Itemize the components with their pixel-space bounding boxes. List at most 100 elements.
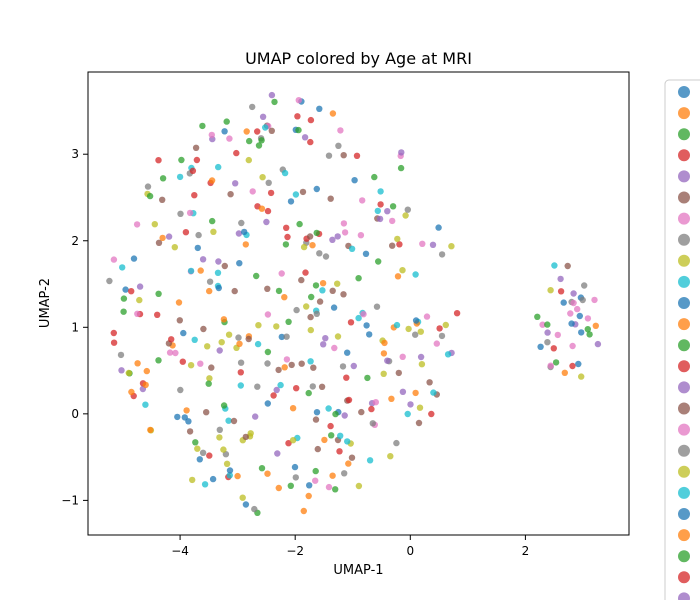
- data-point: [183, 407, 190, 414]
- data-point: [246, 137, 253, 145]
- data-point: [554, 331, 561, 339]
- data-point: [165, 233, 173, 240]
- data-point: [264, 311, 272, 318]
- data-point: [584, 326, 591, 333]
- data-point: [331, 344, 338, 352]
- data-point: [249, 103, 256, 111]
- data-point: [584, 315, 592, 322]
- data-point: [307, 138, 314, 146]
- data-point: [220, 402, 228, 409]
- data-point: [399, 353, 406, 360]
- scatter-points: [106, 91, 602, 516]
- data-point: [268, 127, 275, 134]
- data-point: [209, 217, 216, 225]
- data-point: [258, 205, 266, 212]
- data-point: [426, 379, 433, 386]
- legend-marker: [678, 149, 690, 162]
- data-point: [119, 264, 126, 271]
- data-point: [399, 267, 406, 274]
- data-point: [275, 484, 282, 492]
- data-point: [226, 135, 233, 142]
- data-point: [274, 450, 281, 457]
- data-point: [176, 317, 183, 324]
- legend-marker: [678, 275, 690, 288]
- data-point: [364, 374, 371, 382]
- data-point: [438, 251, 446, 258]
- data-point: [579, 296, 586, 304]
- data-point: [208, 131, 215, 139]
- data-point: [329, 287, 336, 294]
- data-point: [128, 388, 135, 396]
- data-point: [381, 339, 388, 347]
- data-point: [186, 209, 194, 217]
- data-point: [359, 197, 366, 204]
- legend: [664, 79, 700, 600]
- data-point: [273, 386, 280, 394]
- data-point: [568, 320, 575, 327]
- legend-marker: [678, 191, 690, 204]
- data-point: [384, 208, 391, 215]
- data-point: [144, 183, 152, 190]
- data-point: [334, 233, 341, 240]
- data-point: [239, 494, 246, 501]
- data-point: [208, 177, 216, 184]
- data-point: [177, 210, 184, 217]
- data-point: [334, 280, 341, 287]
- data-point: [199, 449, 207, 456]
- legend-marker: [678, 508, 690, 520]
- data-point: [136, 296, 143, 304]
- data-point: [343, 374, 350, 381]
- data-point: [313, 310, 320, 317]
- data-point: [340, 291, 347, 298]
- data-point: [321, 436, 328, 444]
- data-point: [436, 325, 443, 332]
- data-point: [341, 412, 348, 419]
- legend-marker: [678, 486, 690, 499]
- data-point: [192, 439, 199, 446]
- data-point: [322, 335, 329, 342]
- data-point: [363, 322, 370, 329]
- data-point: [570, 299, 577, 307]
- data-point: [570, 290, 577, 297]
- data-point: [287, 482, 294, 489]
- data-point: [268, 91, 276, 99]
- data-point: [264, 400, 271, 407]
- data-point: [264, 207, 272, 215]
- y-tick-label: 2: [71, 234, 79, 248]
- x-tick-label: −4: [171, 544, 189, 558]
- data-point: [235, 230, 243, 237]
- data-point: [313, 229, 320, 237]
- data-point: [435, 224, 442, 231]
- data-point: [300, 507, 307, 515]
- plot-frame: [87, 71, 630, 536]
- data-point: [264, 470, 271, 477]
- data-point: [216, 434, 223, 441]
- data-point: [592, 322, 599, 329]
- data-point: [560, 299, 567, 306]
- data-point: [442, 321, 449, 329]
- data-point: [412, 389, 419, 397]
- data-point: [306, 233, 314, 240]
- legend-marker: [678, 170, 690, 183]
- data-point: [353, 152, 361, 159]
- data-point: [305, 389, 312, 397]
- data-point: [130, 255, 138, 262]
- data-point: [189, 167, 197, 174]
- data-point: [208, 364, 215, 371]
- data-point: [347, 319, 355, 326]
- data-point: [278, 270, 285, 277]
- data-point: [254, 383, 261, 390]
- data-point: [348, 454, 356, 461]
- data-point: [318, 383, 326, 390]
- data-point: [358, 408, 365, 416]
- data-point: [557, 288, 565, 295]
- data-point: [569, 342, 576, 350]
- data-point: [226, 467, 234, 474]
- data-point: [194, 244, 201, 252]
- data-point: [180, 329, 187, 337]
- data-point: [389, 217, 396, 225]
- data-point: [159, 175, 167, 182]
- data-point: [344, 349, 351, 356]
- data-point: [337, 127, 344, 134]
- data-point: [216, 347, 223, 354]
